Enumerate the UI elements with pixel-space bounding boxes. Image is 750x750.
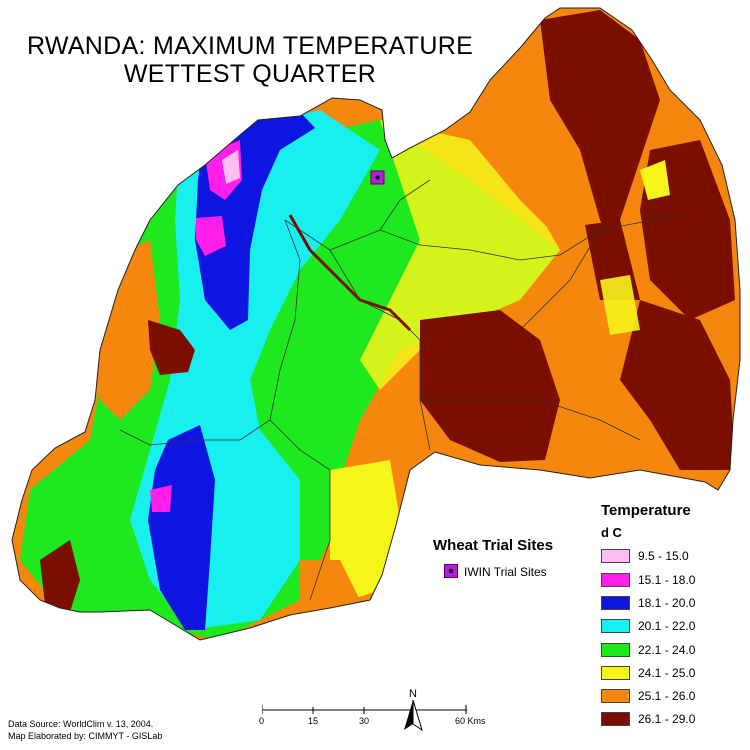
- map-author-text: Map Elaborated by: CIMMYT - GISLab: [8, 731, 163, 741]
- legend-swatch: [601, 596, 630, 610]
- temperature-legend-title: Temperature: [601, 502, 691, 519]
- legend-swatch: [601, 643, 630, 657]
- north-arrow: N: [401, 688, 425, 741]
- map-title-line2: WETTEST QUARTER: [123, 60, 377, 88]
- scale-bar: [262, 705, 467, 714]
- legend-swatch: [601, 689, 630, 703]
- legend-class-label: 20.1 - 22.0: [638, 619, 696, 633]
- scale-tick-30: 30: [359, 716, 370, 726]
- data-source-text: Data Source: WorldClim v. 13, 2004.: [8, 719, 154, 729]
- map-title-line1: RWANDA: MAXIMUM TEMPERATURE: [26, 32, 474, 60]
- scale-tick-15: 15: [308, 716, 319, 726]
- legend-swatch: [601, 712, 630, 726]
- legend-swatch: [601, 573, 630, 587]
- legend-class-label: 18.1 - 20.0: [638, 596, 696, 610]
- legend-class-label: 9.5 - 15.0: [638, 549, 689, 563]
- legend-class-label: 22.1 - 24.0: [638, 643, 696, 657]
- legend-swatch: [601, 619, 630, 633]
- iwin-trial-site-symbol: [444, 564, 458, 578]
- legend-swatch: [601, 549, 630, 563]
- wheat-legend-title: Wheat Trial Sites: [433, 537, 554, 554]
- north-label: N: [409, 688, 417, 700]
- scale-tick-0: 0: [259, 716, 265, 726]
- north-arrow-icon: [404, 699, 423, 732]
- legend-swatch: [601, 666, 630, 680]
- scale-tick-60: 60 Kms: [455, 716, 486, 726]
- iwin-trial-sites-label: IWIN Trial Sites: [464, 565, 547, 579]
- legend-class-label: 15.1 - 18.0: [638, 573, 696, 587]
- legend-class-label: 26.1 - 29.0: [638, 712, 696, 726]
- temperature-unit: d C: [601, 525, 622, 540]
- legend-class-label: 24.1 - 25.0: [638, 666, 696, 680]
- legend-class-label: 25.1 - 26.0: [638, 689, 696, 703]
